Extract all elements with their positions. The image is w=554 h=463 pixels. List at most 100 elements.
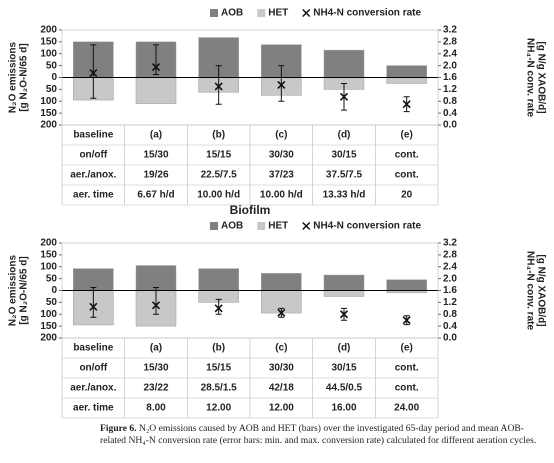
category-label: baseline: [73, 343, 113, 354]
table-cell: cont.: [395, 150, 419, 161]
legend-swatch: [210, 9, 218, 17]
table-cell: aer./anox.: [70, 170, 116, 181]
rate-marker: [339, 92, 349, 101]
category-label: (b): [212, 343, 225, 354]
y-tick-label: 150: [40, 108, 57, 119]
table-cell: cont.: [395, 383, 419, 394]
bar: [386, 65, 427, 78]
y2-tick-label: 2.8: [443, 37, 457, 48]
y-tick-label: 150: [40, 250, 57, 261]
y-axis-label: [g N₂O-N/65 d]: [19, 43, 30, 111]
y-axis-label: [g N₂O-N/65 d]: [19, 256, 30, 324]
legend-symbol: [302, 221, 311, 231]
table-cell: 16.00: [331, 403, 356, 414]
y2-axis-label: NH₄-N conv. rate: [524, 38, 535, 117]
y-tick-label: 200: [40, 120, 57, 131]
bar: [386, 77, 427, 84]
y2-tick-label: 3.2: [443, 238, 457, 249]
y-tick-label: 100: [40, 261, 57, 272]
y-tick-label: 50: [46, 273, 58, 284]
table-cell: 30/30: [269, 150, 294, 161]
y-tick-label: 200: [40, 238, 57, 249]
y-tick-label: 150: [40, 37, 57, 48]
table-cell: 44.5/0.5: [326, 383, 363, 394]
bar: [135, 77, 177, 104]
bar: [323, 290, 365, 297]
table-cell: 10.00 h/d: [197, 190, 240, 201]
table-cell: aer. time: [73, 190, 114, 201]
y2-tick-label: 0.4: [443, 108, 457, 119]
rate-marker: [277, 80, 286, 89]
chart-title: Biofilm: [230, 203, 271, 217]
table-cell: 30/15: [331, 363, 356, 374]
table-cell: 12.00: [269, 403, 294, 414]
rate-marker: [151, 301, 161, 310]
category-label: (e): [401, 130, 413, 141]
bar: [261, 273, 302, 291]
y-tick-label: 0: [51, 72, 57, 83]
error-bar: [90, 44, 97, 99]
rate-marker: [339, 310, 349, 319]
y2-tick-label: 2.0: [443, 60, 457, 71]
category-label: (d): [338, 343, 351, 354]
y-tick-label: 50: [46, 84, 58, 95]
table-cell: 22.5/7.5: [201, 170, 238, 181]
y2-tick-label: 1.6: [443, 285, 457, 296]
legend-label: NH4-N conversion rate: [313, 8, 421, 19]
error-bar: [215, 65, 222, 105]
y2-tick-label: 0.0: [443, 120, 457, 131]
category-label: (d): [338, 130, 351, 141]
y2-axis-label: [g N/g XAOB/d]: [535, 41, 546, 113]
table-cell: 13.33 h/d: [323, 190, 366, 201]
legend-symbol: [302, 8, 311, 18]
y2-tick-label: 0.4: [443, 321, 457, 332]
category-label: (c): [275, 130, 287, 141]
y2-tick-label: 2.8: [443, 250, 457, 261]
table-cell: 37/23: [269, 170, 294, 181]
table-cell: 15/15: [206, 363, 231, 374]
legend-label: AOB: [221, 8, 243, 19]
rate-marker: [151, 63, 161, 72]
category-label: (b): [212, 130, 225, 141]
legend-label: AOB: [221, 221, 243, 232]
y-axis-label: N₂O emissions: [8, 41, 19, 113]
table-cell: cont.: [395, 170, 419, 181]
legend-label: HET: [268, 221, 288, 232]
table-cell: 15/30: [143, 150, 168, 161]
table-cell: 30/30: [269, 363, 294, 374]
y-tick-label: 0: [51, 285, 57, 296]
legend-label: HET: [268, 8, 288, 19]
table-cell: 20: [401, 190, 413, 201]
y2-axis-label: [g N/g XAOB/d]: [535, 254, 546, 326]
table-cell: 6.67 h/d: [137, 190, 174, 201]
y-axis-label: N₂O emissions: [8, 254, 19, 326]
y2-tick-label: 2.4: [443, 261, 457, 272]
rate-marker: [402, 316, 411, 325]
table-cell: cont.: [395, 363, 419, 374]
y-tick-label: 50: [46, 60, 58, 71]
y-tick-label: 100: [40, 309, 57, 320]
y2-axis-label: NH₄-N conv. rate: [524, 251, 535, 330]
y-tick-label: 50: [46, 297, 58, 308]
bar: [386, 279, 427, 291]
table-cell: 24.00: [394, 403, 419, 414]
caption: Figure 6. N₂O emissions caused by AOB an…: [100, 423, 548, 447]
rate-marker: [402, 100, 411, 109]
error-bar: [215, 298, 222, 315]
y2-tick-label: 1.6: [443, 72, 457, 83]
y2-tick-label: 1.2: [443, 297, 457, 308]
bar: [198, 268, 239, 291]
category-label: baseline: [73, 130, 113, 141]
table-cell: 15/15: [206, 150, 231, 161]
table-cell: 15/30: [143, 363, 168, 374]
category-label: (a): [150, 130, 162, 141]
error-bar: [153, 44, 159, 76]
table-cell: aer./anox.: [70, 383, 116, 394]
legend-label: NH4-N conversion rate: [313, 221, 421, 232]
table-cell: on/off: [79, 363, 107, 374]
error-bar: [153, 287, 159, 315]
error-bar: [278, 65, 285, 102]
rate-marker: [214, 82, 223, 91]
y2-tick-label: 0.8: [443, 309, 457, 320]
